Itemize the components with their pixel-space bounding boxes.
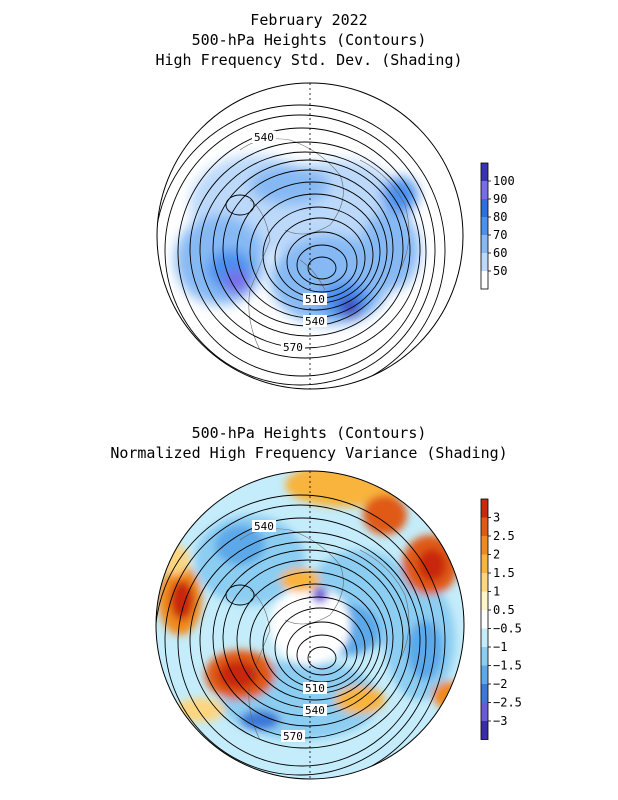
bottom-colorbar-label: −0.5 xyxy=(493,622,522,636)
top-colorbar-cell xyxy=(481,181,488,199)
bottom-title-line-2: Normalized High Frequency Variance (Shad… xyxy=(110,444,508,462)
top-colorbar-label: 100 xyxy=(493,174,515,188)
top-contour-label-510: 510 xyxy=(305,293,325,306)
top-contour-label-540-south: 540 xyxy=(305,315,325,328)
bottom-colorbar-cell xyxy=(481,628,488,647)
top-colorbar-cell xyxy=(481,217,488,235)
top-title-line-3: High Frequency Std. Dev. (Shading) xyxy=(155,51,463,69)
top-colorbar-label: 60 xyxy=(493,246,507,260)
bottom-colorbar-label: −3 xyxy=(493,714,507,728)
bottom-colorbar-cell xyxy=(481,554,488,573)
top-colorbar-cell xyxy=(481,199,488,217)
bottom-colorbar-cell xyxy=(481,517,488,536)
top-colorbar-cell xyxy=(481,235,488,253)
top-colorbar-frame xyxy=(480,162,489,290)
bottom-colorbar-cell xyxy=(481,665,488,684)
bottom-colorbar-cell xyxy=(481,536,488,555)
top-colorbar-cell xyxy=(481,163,488,181)
top-colorbar-label: 50 xyxy=(493,264,507,278)
bottom-colorbar: 3 2.5 2 1.5 1 0.5 −0.5 −1 −1.5 −2 −2.5 −3 xyxy=(480,498,522,740)
bottom-colorbar-label: −2 xyxy=(493,677,507,691)
bottom-colorbar-label: 2 xyxy=(493,548,500,562)
bottom-contour-label-570: 570 xyxy=(283,730,303,743)
bottom-colorbar-label: −1 xyxy=(493,640,507,654)
top-colorbar-label: 90 xyxy=(493,192,507,206)
bottom-colorbar-frame xyxy=(480,498,489,740)
bottom-contour-label-540-south: 540 xyxy=(305,704,325,717)
bottom-contour-label-540: 540 xyxy=(254,520,274,533)
bottom-contour-label-510: 510 xyxy=(305,682,325,695)
bottom-colorbar-label: 3 xyxy=(493,511,500,525)
bottom-colorbar-cell xyxy=(481,702,488,721)
bottom-colorbar-label: 1 xyxy=(493,585,500,599)
bottom-colorbar-cell xyxy=(481,573,488,592)
bottom-colorbar-cell xyxy=(481,499,488,518)
top-colorbar-label: 70 xyxy=(493,228,507,242)
bottom-colorbar-cell xyxy=(481,684,488,703)
top-contour-label-570: 570 xyxy=(283,341,303,354)
bottom-colorbar-label: 2.5 xyxy=(493,529,515,543)
bottom-colorbar-label: 0.5 xyxy=(493,603,515,617)
bottom-colorbar-cell xyxy=(481,591,488,610)
top-contour-label-540: 540 xyxy=(254,131,274,144)
top-map: 540 510 540 570 xyxy=(156,82,464,390)
top-colorbar-cell xyxy=(481,253,488,271)
bottom-colorbar-label: −1.5 xyxy=(493,659,522,673)
top-colorbar-cell xyxy=(481,271,488,289)
top-colorbar: 100 90 80 70 60 50 xyxy=(480,162,515,290)
top-title-line-1: February 2022 xyxy=(250,11,368,29)
bottom-colorbar-label: 1.5 xyxy=(493,566,515,580)
top-colorbar-label: 80 xyxy=(493,210,507,224)
bottom-colorbar-cell xyxy=(481,721,488,740)
bottom-colorbar-cell xyxy=(481,647,488,666)
top-contour-labels: 540 510 540 570 xyxy=(252,131,327,354)
top-title-line-2: 500-hPa Heights (Contours) xyxy=(191,31,427,49)
bottom-contour-labels: 540 510 540 570 xyxy=(252,520,327,743)
bottom-title-line-1: 500-hPa Heights (Contours) xyxy=(191,424,427,442)
bottom-colorbar-cell xyxy=(481,610,488,629)
bottom-map: 540 510 540 570 xyxy=(155,470,465,780)
bottom-colorbar-label: −2.5 xyxy=(493,696,522,710)
